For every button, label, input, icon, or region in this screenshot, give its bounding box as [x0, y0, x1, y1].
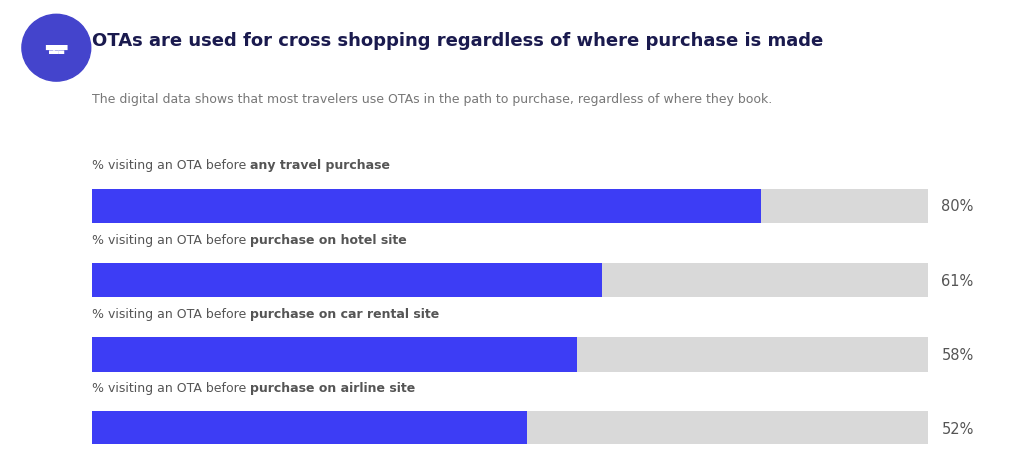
Text: The digital data shows that most travelers use OTAs in the path to purchase, reg: The digital data shows that most travele…	[92, 93, 772, 106]
Text: 58%: 58%	[941, 347, 974, 362]
Bar	[92, 338, 929, 372]
Bar	[92, 338, 578, 372]
Text: any travel purchase: any travel purchase	[251, 159, 390, 172]
Bar	[92, 189, 761, 224]
Text: ▀▀▀: ▀▀▀	[48, 51, 65, 57]
Text: purchase on car rental site: purchase on car rental site	[251, 307, 439, 320]
Bar	[92, 412, 527, 446]
Bar	[92, 263, 602, 298]
Text: purchase on airline site: purchase on airline site	[251, 381, 416, 394]
Text: % visiting an OTA before: % visiting an OTA before	[92, 233, 251, 246]
Text: purchase on hotel site: purchase on hotel site	[251, 233, 408, 246]
Bar	[92, 412, 929, 446]
Bar	[92, 263, 929, 298]
Text: 52%: 52%	[941, 421, 974, 436]
Bar	[92, 189, 929, 224]
Text: OTAs are used for cross shopping regardless of where purchase is made: OTAs are used for cross shopping regardl…	[92, 32, 823, 50]
Text: ▄▄▄: ▄▄▄	[45, 39, 68, 50]
Text: % visiting an OTA before: % visiting an OTA before	[92, 307, 251, 320]
Text: 61%: 61%	[941, 273, 974, 288]
Circle shape	[22, 15, 91, 82]
Text: % visiting an OTA before: % visiting an OTA before	[92, 159, 251, 172]
Text: 80%: 80%	[941, 199, 974, 214]
Text: % visiting an OTA before: % visiting an OTA before	[92, 381, 251, 394]
